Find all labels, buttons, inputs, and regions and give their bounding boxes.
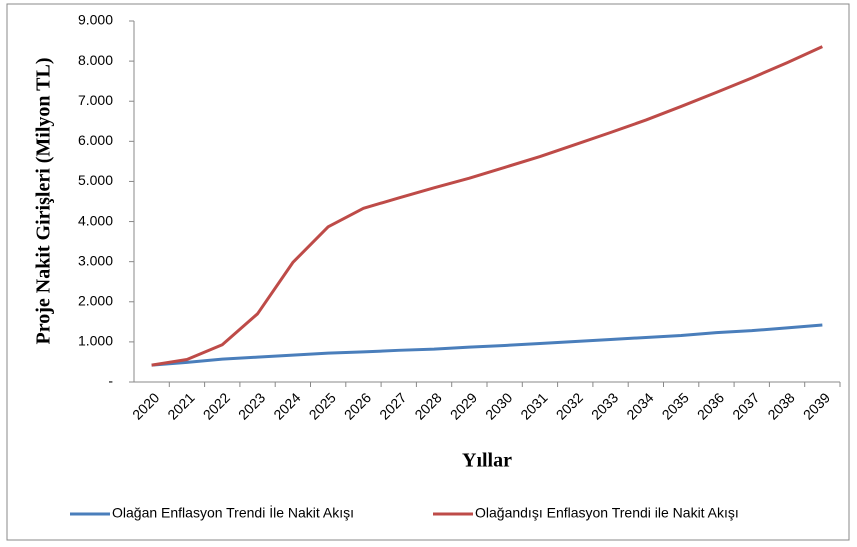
- chart-border: [6, 3, 850, 541]
- legend-label: Olağan Enflasyon Trendi İle Nakit Akışı: [112, 504, 354, 521]
- y-tick-label: 3.000: [78, 252, 113, 268]
- x-axis-title: Yıllar: [462, 450, 512, 472]
- y-tick-label: 6.000: [78, 132, 113, 148]
- y-tick-label: 1.000: [78, 333, 113, 349]
- series-line: [151, 323, 823, 367]
- y-tick-label: 8.000: [78, 52, 113, 68]
- y-tick-label: 5.000: [78, 172, 113, 188]
- series-line: [151, 45, 823, 367]
- y-tick-label: 4.000: [78, 212, 113, 228]
- y-tick-label: -: [108, 373, 113, 389]
- legend-label: Olağandışı Enflasyon Trendi ile Nakit Ak…: [475, 505, 739, 521]
- y-tick-label: 7.000: [78, 92, 113, 108]
- y-tick-label: 9.000: [78, 12, 113, 28]
- y-axis-title: Proje Nakit Girişleri (Milyon TL): [33, 57, 55, 344]
- y-tick-label: 2.000: [78, 292, 113, 308]
